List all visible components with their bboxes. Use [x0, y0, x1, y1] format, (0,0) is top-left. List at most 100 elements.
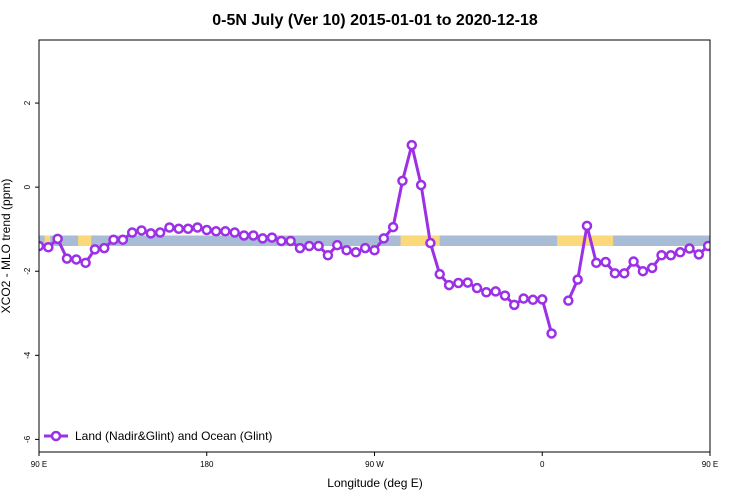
data-point	[646, 262, 658, 274]
data-point	[434, 268, 445, 280]
data-point	[43, 242, 54, 253]
data-point	[637, 265, 649, 277]
data-point	[350, 247, 362, 258]
data-point	[499, 290, 511, 301]
data-point	[313, 240, 324, 252]
land-band-segment-0	[44, 235, 51, 246]
data-point	[702, 240, 710, 252]
data-point	[257, 233, 268, 244]
data-point	[294, 242, 306, 254]
data-point	[341, 244, 352, 256]
data-point	[546, 328, 557, 339]
data-point	[285, 235, 296, 247]
data-point	[723, 236, 731, 244]
x-tick-label: 0	[540, 460, 545, 469]
data-point	[628, 256, 639, 267]
y-tick-label: -6	[23, 435, 32, 443]
data-point	[210, 226, 222, 237]
data-point	[674, 247, 686, 258]
data-point	[229, 227, 240, 238]
data-point	[591, 257, 602, 269]
data-point	[80, 257, 91, 269]
y-axis-ticks: 2 0 -2 -4 -6	[23, 100, 39, 443]
legend: Land (Nadir&Glint) and Ocean (Glint)	[44, 429, 272, 443]
y-tick-label: 0	[23, 184, 32, 189]
series-layer	[39, 139, 749, 339]
data-point	[518, 293, 529, 304]
data-point	[443, 279, 455, 291]
data-point	[164, 222, 175, 233]
data-point	[276, 235, 287, 247]
data-point	[154, 227, 166, 238]
data-point	[684, 243, 695, 254]
data-point	[609, 268, 621, 279]
data-point	[126, 227, 138, 238]
data-point	[481, 286, 492, 298]
data-point	[108, 234, 119, 245]
data-point	[220, 226, 231, 237]
data-point	[527, 294, 539, 306]
data-point	[369, 244, 380, 256]
data-point	[331, 239, 343, 251]
land-band-segment-1	[78, 235, 92, 246]
data-point	[600, 256, 611, 268]
y-tick-label: -4	[23, 351, 32, 359]
surface-type-band	[39, 235, 733, 246]
data-point	[136, 225, 147, 236]
x-axis-label: Longitude (deg E)	[327, 476, 422, 490]
chart-title: 0-5N July (Ver 10) 2015-01-01 to 2020-12…	[212, 12, 538, 29]
data-point	[572, 274, 583, 285]
data-point	[71, 254, 82, 265]
data-point	[52, 233, 63, 245]
y-axis-label: XCO2 - MLO trend (ppm)	[0, 179, 13, 314]
x-tick-label: 90 W	[365, 460, 384, 469]
data-point	[39, 240, 45, 252]
legend-marker	[50, 430, 62, 442]
data-point	[173, 223, 185, 235]
y-tick-label: 2	[23, 100, 32, 105]
ocean-band	[39, 235, 710, 246]
data-point	[201, 224, 212, 236]
data-point	[266, 232, 278, 243]
data-point	[425, 237, 436, 249]
x-axis-ticks: 90 E 180 90 W 0 90 E	[31, 452, 718, 469]
data-point	[732, 255, 740, 263]
data-point	[619, 268, 630, 279]
data-point	[453, 277, 464, 289]
data-point	[563, 295, 574, 306]
data-point	[322, 249, 334, 261]
data-point	[98, 242, 110, 254]
data-point	[406, 139, 418, 151]
data-point	[537, 294, 548, 305]
legend-entry-label: Land (Nadir&Glint) and Ocean (Glint)	[75, 429, 272, 443]
land-band-segment-4	[727, 235, 733, 246]
data-point	[693, 249, 705, 260]
x-tick-label: 90 E	[702, 460, 718, 469]
x-tick-label: 90 E	[31, 460, 47, 469]
data-point	[462, 277, 473, 288]
land-band-segment-2	[400, 235, 440, 246]
data-point	[471, 282, 483, 294]
x-tick-label: 180	[200, 460, 214, 469]
data-point	[713, 244, 721, 252]
data-point	[238, 230, 250, 241]
data-point	[182, 223, 194, 235]
data-point	[192, 222, 203, 233]
data-point	[415, 179, 427, 191]
data-point	[145, 228, 157, 239]
data-point	[581, 220, 593, 232]
data-point	[248, 230, 259, 241]
data-point	[665, 249, 677, 261]
data-point	[89, 244, 101, 255]
data-point	[741, 255, 749, 263]
data-point	[397, 175, 408, 187]
data-point	[387, 221, 399, 233]
data-point	[509, 299, 520, 311]
data-point	[61, 253, 73, 264]
data-point	[656, 249, 667, 261]
data-point	[304, 240, 315, 252]
data-point	[378, 233, 390, 244]
data-point	[490, 286, 501, 297]
data-point	[359, 242, 371, 254]
